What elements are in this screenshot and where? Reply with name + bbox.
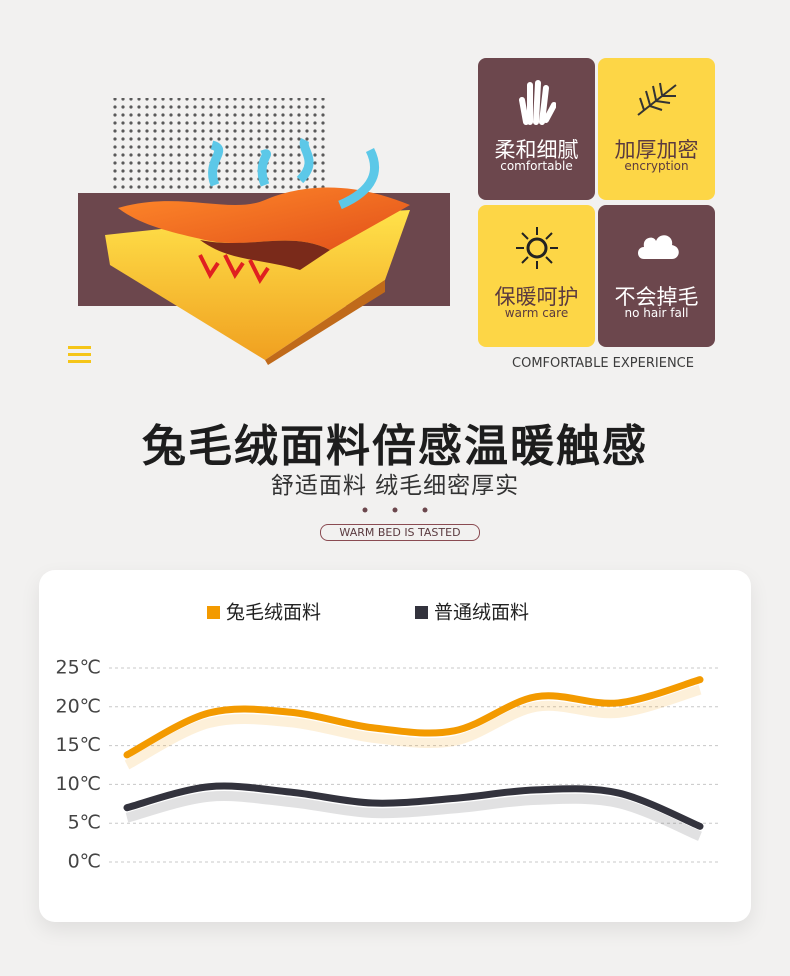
feature-tile: 加厚加密 encryption [598, 58, 715, 200]
y-tick-label: 10℃ [55, 773, 101, 795]
line [123, 676, 704, 759]
dots-divider [362, 507, 428, 513]
headline: 兔毛绒面料倍感温暖触感 [142, 421, 648, 472]
subheadline: 舒适面料 绒毛细密厚实 [270, 473, 520, 499]
feature-tile: 柔和细腻 comfortable [478, 58, 595, 200]
sun-icon [516, 227, 558, 269]
legend-label: 普通绒面料 [434, 602, 529, 624]
hand-icon [519, 80, 556, 125]
feature-tile: 不会掉毛 no hair fall [598, 205, 715, 347]
fur-icon [637, 82, 677, 116]
y-tick-label: 5℃ [68, 812, 101, 834]
line-shadow [124, 684, 702, 770]
feature-title: 柔和细腻 [494, 138, 579, 162]
y-tick-label: 15℃ [55, 734, 101, 756]
caption: COMFORTABLE EXPERIENCE [512, 356, 694, 371]
legend-swatch [415, 606, 428, 619]
illustration [68, 98, 450, 365]
chart: 0℃ 5℃ 10℃ 15℃ 20℃ 25℃ 兔毛绒面料 普通绒面料 [55, 602, 719, 873]
line-shadow [125, 791, 702, 841]
feature-subtitle: no hair fall [624, 306, 689, 320]
feature-subtitle: warm care [504, 306, 569, 320]
legend-swatch [207, 606, 220, 619]
feature-tile: 保暖呵护 warm care [478, 205, 595, 347]
line [123, 782, 704, 830]
feature-title: 加厚加密 [614, 138, 699, 162]
feature-title: 不会掉毛 [614, 285, 699, 309]
tag: WARM BED IS TASTED [320, 524, 480, 541]
cloud-icon [638, 235, 679, 259]
feature-subtitle: comfortable [500, 159, 573, 173]
y-tick-label: 20℃ [55, 695, 101, 717]
y-tick-label: 25℃ [55, 657, 101, 679]
legend-label: 兔毛绒面料 [226, 602, 321, 624]
y-tick-label: 0℃ [68, 851, 101, 873]
feature-title: 保暖呵护 [494, 285, 579, 309]
feature-subtitle: encryption [624, 159, 689, 173]
